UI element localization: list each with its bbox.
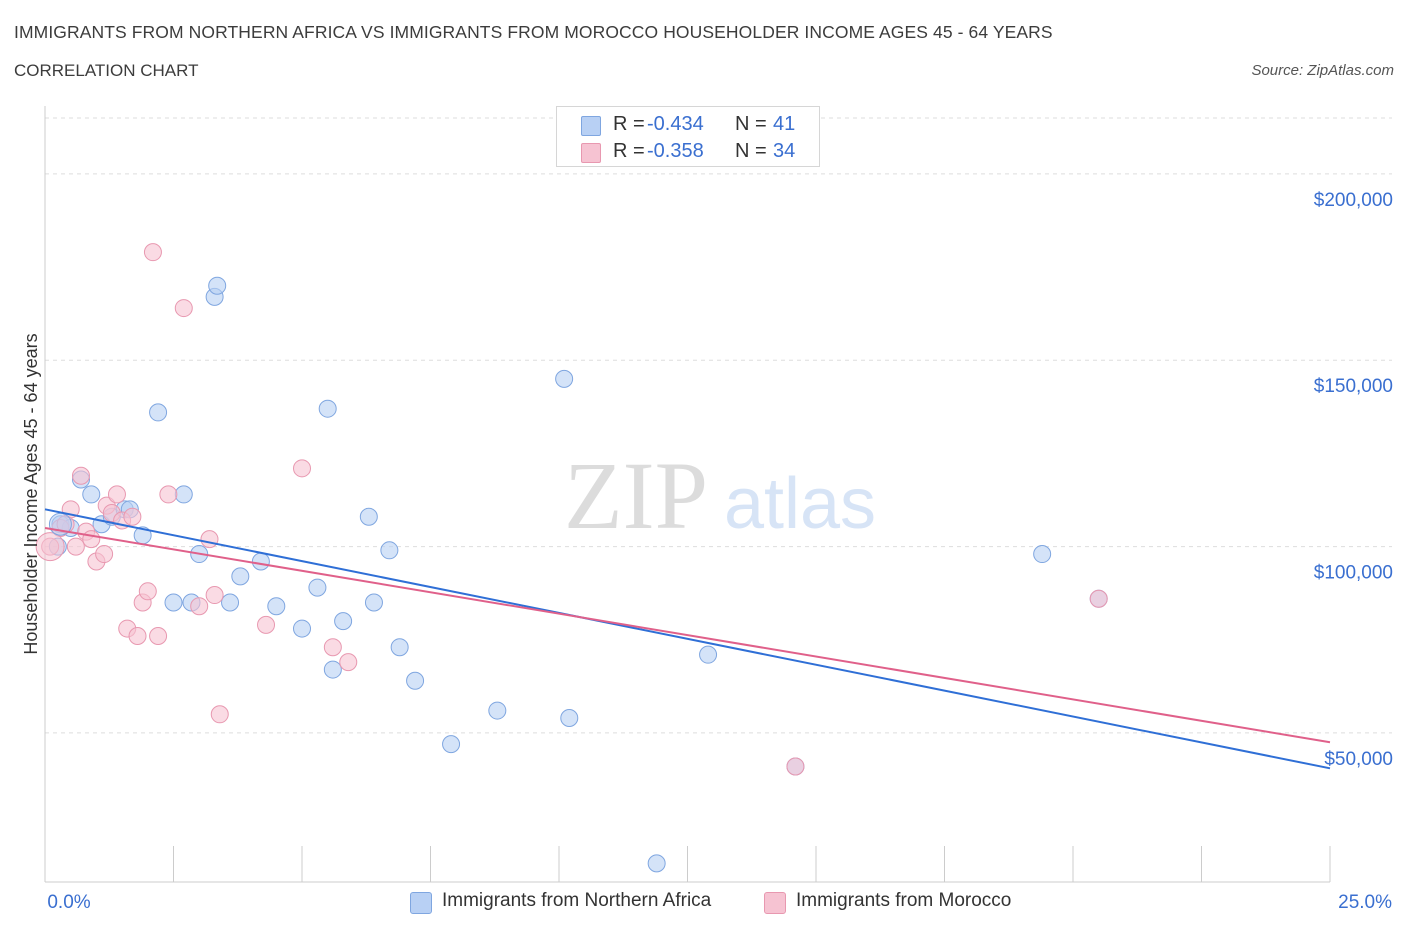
r-label: R =	[613, 140, 645, 162]
point-northern-africa	[390, 638, 409, 657]
y-axis-label: Householder Income Ages 45 - 64 years	[21, 333, 41, 654]
watermark-zip: ZIP	[564, 442, 708, 549]
point-morocco	[786, 757, 805, 776]
point-northern-africa	[174, 485, 193, 504]
point-northern-africa	[442, 735, 461, 754]
point-northern-africa	[323, 660, 342, 679]
point-northern-africa	[555, 369, 574, 388]
point-northern-africa	[318, 399, 337, 418]
point-northern-africa	[267, 597, 286, 616]
legend-swatch-pink	[764, 892, 786, 914]
point-northern-africa	[334, 612, 353, 631]
point-morocco	[138, 582, 157, 601]
y-tick-label: $150,000	[1314, 376, 1393, 397]
point-northern-africa	[359, 507, 378, 526]
legend-label: Immigrants from Northern Africa	[442, 890, 712, 911]
point-morocco	[1089, 589, 1108, 608]
trend-lines	[44, 508, 1331, 770]
point-northern-africa	[82, 485, 101, 504]
legend-swatch-pink	[581, 143, 601, 163]
point-northern-africa	[208, 276, 227, 295]
y-tick-label: $100,000	[1314, 563, 1393, 584]
point-northern-africa	[251, 552, 270, 571]
legend-swatch-blue	[410, 892, 432, 914]
legend-swatch-blue	[581, 116, 601, 136]
legend-label: Immigrants from Morocco	[796, 890, 1012, 911]
point-morocco	[293, 459, 311, 478]
point-northern-africa	[647, 854, 666, 873]
point-northern-africa	[293, 619, 311, 638]
point-morocco	[323, 638, 342, 657]
point-northern-africa	[364, 593, 383, 612]
point-northern-africa	[149, 403, 168, 422]
point-northern-africa	[1033, 545, 1052, 564]
grid-lines	[45, 117, 1392, 734]
point-morocco	[123, 507, 142, 526]
n-value: 41	[773, 113, 796, 135]
data-points	[35, 243, 1108, 873]
watermark: ZIP atlas	[564, 442, 876, 549]
x-tick-label: 25.0%	[1338, 892, 1392, 913]
point-morocco	[143, 243, 162, 262]
source-credit: Source: ZipAtlas.com	[1251, 62, 1394, 79]
n-label: N =	[735, 140, 767, 162]
point-morocco	[159, 485, 178, 504]
trend-line-northern-africa	[44, 508, 1331, 770]
chart-subtitle: CORRELATION CHART	[14, 61, 199, 80]
point-morocco	[35, 532, 65, 562]
chart-title: IMMIGRANTS FROM NORTHERN AFRICA VS IMMIG…	[14, 22, 1053, 42]
point-morocco	[95, 545, 114, 564]
point-morocco	[200, 530, 219, 549]
point-morocco	[107, 485, 126, 504]
axes: $50,000 $100,000 $150,000 $200,000 0.0% 25.0%	[44, 106, 1393, 913]
point-northern-africa	[308, 578, 327, 597]
point-northern-africa	[699, 645, 718, 664]
y-tick-label: $50,000	[1324, 749, 1393, 770]
n-value: 34	[773, 140, 796, 162]
point-morocco	[190, 597, 209, 616]
point-morocco	[205, 586, 224, 605]
point-morocco	[257, 615, 276, 634]
point-northern-africa	[164, 593, 183, 612]
point-morocco	[174, 299, 193, 318]
point-northern-africa	[488, 701, 507, 720]
stats-legend: R = -0.434 N = 41 R = -0.358 N = 34	[556, 106, 820, 167]
y-tick-label: $200,000	[1314, 190, 1393, 211]
point-northern-africa	[221, 593, 240, 612]
point-northern-africa	[560, 709, 579, 728]
point-morocco	[71, 466, 90, 485]
point-northern-africa	[406, 671, 425, 690]
watermark-atlas: atlas	[724, 464, 876, 544]
r-value: -0.358	[647, 140, 704, 162]
point-morocco	[66, 537, 85, 556]
point-morocco	[210, 705, 229, 724]
r-label: R =	[613, 113, 645, 135]
point-northern-africa	[231, 567, 250, 586]
point-morocco	[82, 530, 101, 549]
point-northern-africa	[380, 541, 399, 560]
x-tick-label: 0.0%	[47, 892, 90, 913]
point-morocco	[339, 653, 358, 672]
n-label: N =	[735, 113, 767, 135]
point-morocco	[149, 627, 168, 646]
trend-line-morocco	[44, 526, 1331, 744]
point-morocco	[128, 627, 147, 646]
r-value: -0.434	[647, 113, 704, 135]
